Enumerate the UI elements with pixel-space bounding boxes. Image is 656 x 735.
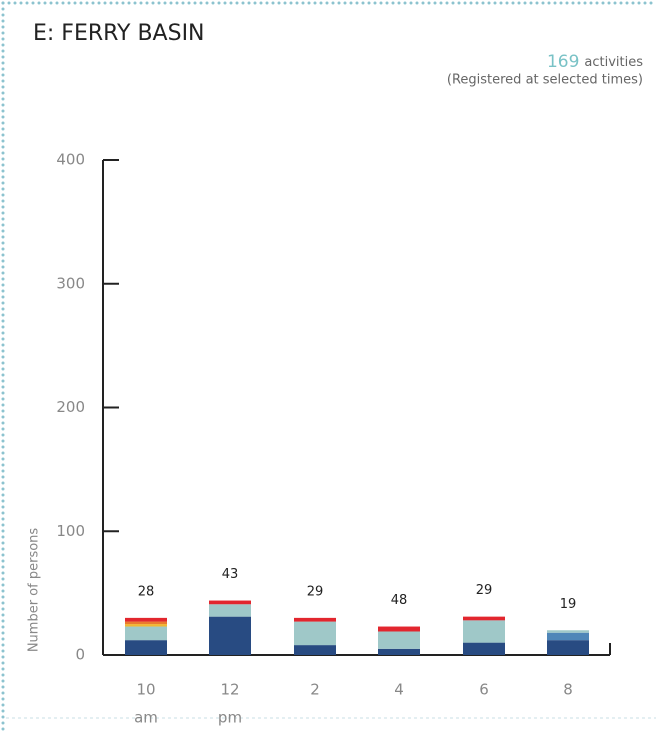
total-label: 48 <box>391 593 408 608</box>
bar-segment <box>378 631 420 649</box>
bar-segment <box>125 621 167 625</box>
bar-segment <box>209 604 251 617</box>
bar-segment <box>547 630 589 633</box>
bar-segment <box>463 642 505 655</box>
bar-segment <box>209 600 251 605</box>
x-tick-label: 2 <box>310 681 320 699</box>
total-label: 28 <box>138 584 155 599</box>
bar-segment <box>125 640 167 655</box>
bar-segment <box>125 626 167 641</box>
subtitle: (Registered at selected times) <box>447 73 643 88</box>
bar-segment <box>294 617 336 622</box>
x-tick-sublabel: pm <box>218 709 242 727</box>
bar-segment <box>463 620 505 643</box>
bar-segment <box>125 624 167 627</box>
activity-count: 169 activities <box>547 52 643 72</box>
y-tick-label: 200 <box>56 398 85 416</box>
y-tick-label: 300 <box>56 274 85 292</box>
bar-segment <box>209 616 251 655</box>
bar-segment <box>547 632 589 641</box>
y-tick-label: 400 <box>56 151 85 169</box>
total-label: 43 <box>222 567 239 582</box>
x-tick-sublabel: am <box>134 709 158 727</box>
x-tick-label: 12 <box>220 681 239 699</box>
bar-segment <box>125 617 167 622</box>
bar-segment <box>378 648 420 655</box>
x-tick-label: 8 <box>563 681 573 699</box>
total-label: 19 <box>560 597 577 612</box>
y-axis-label: Number of persons <box>27 528 42 653</box>
x-tick-label: 6 <box>479 681 489 699</box>
chart-title: E: FERRY BASIN <box>33 21 205 46</box>
bar-segment <box>294 645 336 655</box>
total-label: 29 <box>476 583 493 598</box>
bar-segment <box>547 640 589 655</box>
bar-segment <box>463 616 505 621</box>
x-tick-label: 4 <box>394 681 404 699</box>
y-tick-label: 100 <box>56 522 85 540</box>
y-tick-label: 0 <box>75 646 85 664</box>
bar-segment <box>378 626 420 632</box>
x-tick-label: 10 <box>136 681 155 699</box>
bar-segment <box>294 621 336 646</box>
total-label: 29 <box>307 584 324 599</box>
